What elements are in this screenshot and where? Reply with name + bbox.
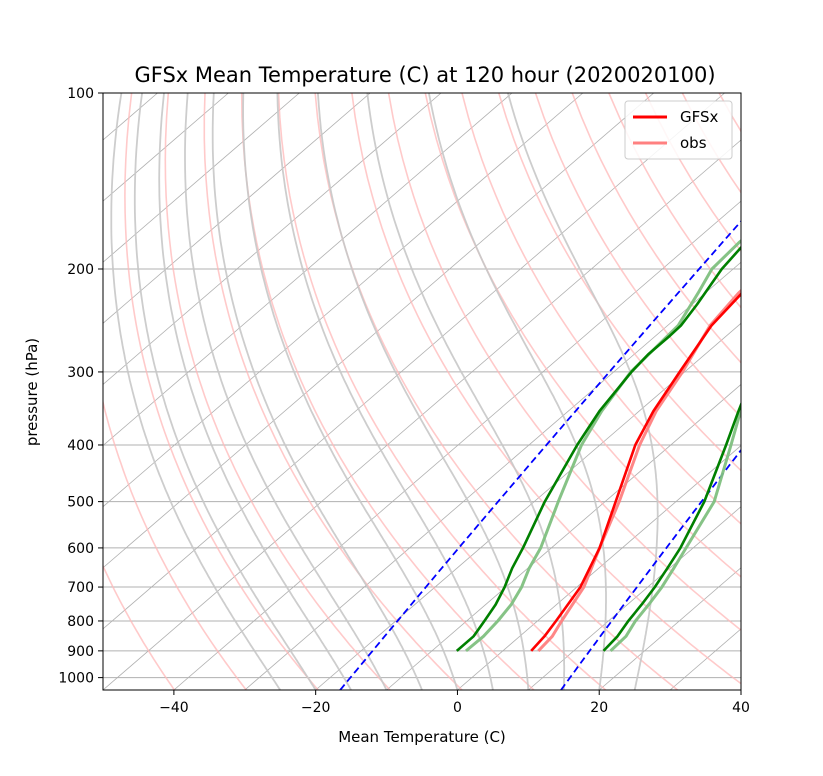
y-axis-label: pressure (hPa)	[23, 338, 41, 446]
x-tick-label: 0	[453, 700, 462, 716]
isotherm-line	[103, 93, 300, 263]
y-tick-label: 1000	[58, 671, 94, 687]
dry-adiabat-line	[571, 93, 741, 364]
dry-adiabat-line	[103, 689, 104, 690]
isotherm-line	[103, 93, 229, 202]
y-tick-label: 400	[67, 438, 94, 454]
x-tick-label: 20	[590, 700, 608, 716]
dry-adiabat-line	[103, 398, 247, 690]
legend-label: obs	[680, 134, 707, 152]
moist-adiabat-line	[507, 93, 659, 690]
y-tick-label: 100	[67, 86, 94, 102]
chart-title: GFSx Mean Temperature (C) at 120 hour (2…	[134, 63, 715, 87]
dry-adiabat-line	[314, 93, 679, 690]
isotherm-line	[103, 93, 371, 324]
mixing-ratio-line	[339, 219, 741, 690]
mean-minus-spread-series-line	[455, 245, 741, 652]
y-tick-label: 900	[67, 644, 94, 660]
dry-adiabat-line	[103, 564, 176, 690]
isotherm-line	[598, 567, 741, 690]
moist-adiabat-line	[428, 93, 607, 690]
y-tick-label: 200	[67, 262, 94, 278]
obs-minus-spread-series-line	[465, 239, 741, 653]
dry-adiabat-line	[203, 93, 463, 690]
dry-adiabat-line	[277, 93, 607, 690]
dry-adiabat-line	[498, 93, 741, 472]
isotherm-line	[103, 93, 442, 385]
gfsx-series-line	[530, 292, 741, 652]
isotherm-line	[812, 93, 823, 690]
dry-adiabat-line	[240, 93, 535, 690]
isotherm-line	[0, 93, 87, 690]
dry-adiabat-line	[793, 93, 823, 690]
dry-adiabat-line	[351, 93, 741, 685]
series-layer	[455, 239, 741, 653]
isotherm-line	[740, 689, 741, 690]
dry-adiabat-line	[424, 93, 741, 578]
plot-frame	[102, 92, 742, 691]
moist-adiabat-line	[158, 93, 352, 690]
dry-adiabat-line	[756, 93, 823, 690]
isotherm-line	[0, 93, 16, 690]
obs-series-line	[537, 288, 741, 652]
moist-adiabat-line	[133, 93, 317, 690]
legend-label: GFSx	[680, 108, 719, 126]
isotherm-line	[103, 93, 725, 630]
isotherm-line	[103, 139, 741, 690]
moist-adiabat-line	[184, 93, 388, 690]
x-axis-label: Mean Temperature (C)	[338, 728, 506, 746]
isotherm-line	[528, 506, 741, 690]
x-tick-label: −40	[159, 700, 189, 716]
ticks-layer: −40 −20 0 20 40 100 200 300 400 500 600 700 800 900 10…	[58, 86, 750, 716]
x-tick-label: 40	[732, 700, 750, 716]
y-tick-label: 300	[67, 365, 94, 381]
legend: GFSx obs	[624, 100, 733, 160]
isotherm-line	[103, 93, 584, 508]
isotherm-line	[244, 261, 741, 690]
isotherm-line	[103, 93, 513, 447]
moist-adiabat-line	[276, 93, 494, 690]
moist-adiabat-line	[317, 93, 530, 690]
reference-lines	[103, 93, 823, 690]
moist-adiabat-line	[211, 93, 423, 690]
mean-plus-spread-series-line	[602, 401, 741, 652]
y-tick-label: 800	[67, 614, 94, 630]
moist-adiabat-line	[242, 93, 459, 690]
isotherm-line	[315, 322, 741, 690]
dry-adiabat-line	[387, 93, 741, 632]
isotherm-line	[103, 93, 655, 569]
isotherm-line	[457, 445, 741, 690]
obs-plus-spread-series-line	[609, 405, 741, 652]
moist-adiabat-line	[110, 93, 281, 690]
y-tick-label: 700	[67, 580, 94, 596]
dry-adiabat-line	[461, 93, 741, 525]
y-tick-label: 600	[67, 541, 94, 557]
dry-adiabat-line	[164, 93, 391, 690]
dry-adiabat-line	[124, 93, 319, 690]
mixing-ratio-line	[560, 448, 741, 690]
y-tick-label: 500	[67, 495, 94, 511]
x-tick-label: −20	[301, 700, 331, 716]
